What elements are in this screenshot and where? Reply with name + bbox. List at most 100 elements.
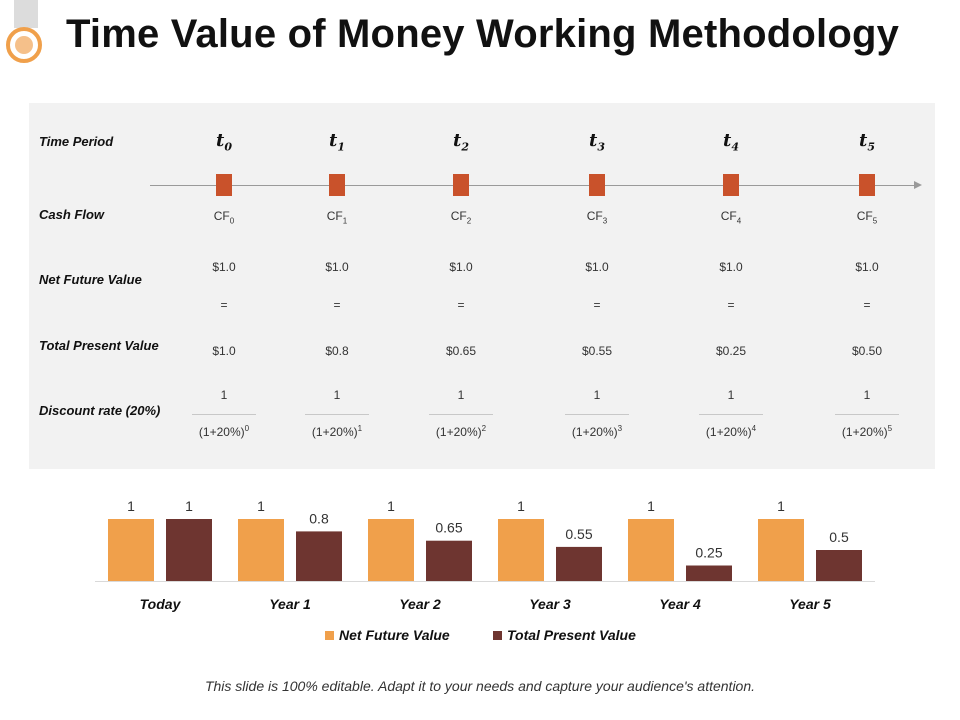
x-tick-label: Year 1 <box>269 596 311 612</box>
data-label: 1 <box>647 498 655 514</box>
net-future-value-cell: $1.0 <box>855 260 879 274</box>
discount-numerator: 1 <box>457 388 465 402</box>
data-label: 1 <box>777 498 785 514</box>
discount-denominator: (1+20%)5 <box>841 424 893 439</box>
circle-logo-icon <box>6 27 42 63</box>
fraction-line <box>565 414 629 415</box>
equals-sign: = <box>220 298 228 312</box>
bar-net-future-value <box>498 519 544 581</box>
discount-denominator: (1+20%)3 <box>571 424 623 439</box>
net-future-value-cell: $1.0 <box>585 260 609 274</box>
equals-sign: = <box>727 298 735 312</box>
time-label: t0 <box>216 130 232 154</box>
row-label-cash-flow: Cash Flow <box>39 207 105 222</box>
discount-numerator: 1 <box>593 388 601 402</box>
bar-net-future-value <box>238 519 284 581</box>
bar-net-future-value <box>368 519 414 581</box>
discount-denominator: (1+20%)0 <box>198 424 250 439</box>
fraction-line <box>429 414 493 415</box>
row-label-time-period: Time Period <box>39 134 114 149</box>
fraction-line <box>192 414 256 415</box>
total-present-value-cell: $0.65 <box>445 344 477 358</box>
row-label-net-future-value: Net Future Value <box>39 272 142 287</box>
x-tick-label: Year 3 <box>529 596 571 612</box>
bar-total-present-value <box>296 531 342 581</box>
x-tick-label: Year 5 <box>789 596 831 612</box>
cash-flow-cell: CF2 <box>450 209 472 226</box>
bar-total-present-value <box>426 540 472 581</box>
time-label: t2 <box>453 130 469 154</box>
total-present-value-cell: $0.25 <box>715 344 747 358</box>
timeline-arrow-icon <box>914 181 922 189</box>
bar-chart: 1 1 Today 1 0.8 Year 1 1 0.65 Year 2 1 0.55 Year 3 1… <box>95 498 875 643</box>
fraction-line <box>305 414 369 415</box>
time-label: t3 <box>589 130 605 154</box>
row-label-discount-rate: Discount rate (20%) <box>39 403 161 418</box>
data-label: 0.65 <box>435 520 462 536</box>
legend-label: Total Present Value <box>507 627 636 643</box>
cash-flow-cell: CF3 <box>586 209 608 226</box>
bar-total-present-value <box>686 565 732 581</box>
data-label: 1 <box>517 498 525 514</box>
bar-total-present-value <box>556 546 602 581</box>
data-label: 0.25 <box>695 545 722 561</box>
timeline-marker <box>329 174 345 196</box>
cash-flow-cell: CF0 <box>213 209 235 226</box>
bar-net-future-value <box>758 519 804 581</box>
data-label: 1 <box>127 498 135 514</box>
timeline-marker <box>589 174 605 196</box>
total-present-value-cell: $0.8 <box>325 344 349 358</box>
data-label: 0.55 <box>565 526 592 542</box>
discount-numerator: 1 <box>863 388 871 402</box>
timeline-marker <box>859 174 875 196</box>
total-present-value-cell: $0.55 <box>581 344 613 358</box>
x-tick-label: Today <box>140 596 182 612</box>
time-label: t4 <box>723 130 739 154</box>
net-future-value-cell: $1.0 <box>449 260 473 274</box>
cash-flow-cell: CF5 <box>856 209 878 226</box>
time-label: t1 <box>329 130 345 154</box>
fraction-line <box>699 414 763 415</box>
page-title: Time Value of Money Working Methodology <box>66 12 900 56</box>
timeline-marker <box>453 174 469 196</box>
discount-numerator: 1 <box>727 388 735 402</box>
fraction-line <box>835 414 899 415</box>
discount-denominator: (1+20%)1 <box>311 424 363 439</box>
x-tick-label: Year 4 <box>659 596 701 612</box>
data-label: 1 <box>387 498 395 514</box>
bar-total-present-value <box>816 550 862 581</box>
net-future-value-cell: $1.0 <box>719 260 743 274</box>
equals-sign: = <box>593 298 601 312</box>
timeline-marker <box>216 174 232 196</box>
equals-sign: = <box>333 298 341 312</box>
cash-flow-cell: CF1 <box>326 209 348 226</box>
data-label: 0.8 <box>309 510 329 526</box>
discount-numerator: 1 <box>333 388 341 402</box>
timeline-line <box>150 185 918 186</box>
methodology-panel <box>29 103 935 469</box>
bar-net-future-value <box>108 519 154 581</box>
x-tick-label: Year 2 <box>399 596 441 612</box>
discount-numerator: 1 <box>220 388 228 402</box>
total-present-value-cell: $0.50 <box>851 344 883 358</box>
discount-denominator: (1+20%)2 <box>435 424 487 439</box>
legend-swatch <box>493 631 502 640</box>
footer-note: This slide is 100% editable. Adapt it to… <box>204 678 756 694</box>
total-present-value-cell: $1.0 <box>212 344 236 358</box>
timeline-marker <box>723 174 739 196</box>
data-label: 0.5 <box>829 529 849 545</box>
legend-swatch <box>325 631 334 640</box>
net-future-value-cell: $1.0 <box>325 260 349 274</box>
top-decor-bar <box>14 0 38 28</box>
equals-sign: = <box>863 298 871 312</box>
data-label: 1 <box>185 498 193 514</box>
bar-total-present-value <box>166 519 212 581</box>
row-label-total-present-value: Total Present Value <box>39 338 159 353</box>
legend-label: Net Future Value <box>339 627 450 643</box>
bar-net-future-value <box>628 519 674 581</box>
net-future-value-cell: $1.0 <box>212 260 236 274</box>
discount-denominator: (1+20%)4 <box>705 424 757 439</box>
cash-flow-cell: CF4 <box>720 209 742 226</box>
equals-sign: = <box>457 298 465 312</box>
data-label: 1 <box>257 498 265 514</box>
